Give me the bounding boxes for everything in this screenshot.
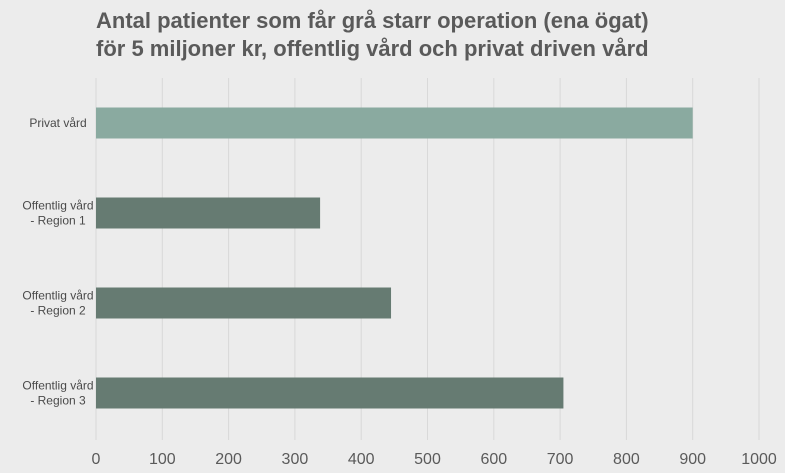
x-tick-label-500: 500 [414, 451, 441, 468]
bars [96, 107, 693, 409]
bar-3 [96, 287, 392, 319]
x-tick-label-300: 300 [282, 451, 309, 468]
bar-4 [96, 377, 564, 409]
bar-2 [96, 197, 321, 229]
bar-1 [96, 107, 693, 139]
category-label-2-line-1: Offentlig vård [22, 199, 93, 213]
x-tick-label-600: 600 [480, 451, 507, 468]
category-label-3: Offentlig vård - Region 2 [22, 289, 93, 318]
category-label-2-line-2: - Region 1 [30, 214, 86, 228]
chart-title-line-1: Antal patienter som får grå starr operat… [96, 8, 649, 33]
chart-title-line-2: för 5 miljoner kr, offentlig vård och pr… [96, 36, 649, 61]
x-tick-label-1000: 1000 [741, 451, 777, 468]
category-label-4: Offentlig vård - Region 3 [22, 379, 93, 408]
x-tick-label-800: 800 [613, 451, 640, 468]
category-label-4-line-1: Offentlig vård [22, 379, 93, 393]
x-tick-label-0: 0 [92, 451, 101, 468]
category-label-3-line-1: Offentlig vård [22, 289, 93, 303]
category-label-4-line-2: - Region 3 [30, 394, 86, 408]
category-label-2: Offentlig vård - Region 1 [22, 199, 93, 228]
x-tick-label-700: 700 [547, 451, 574, 468]
x-tick-label-100: 100 [149, 451, 176, 468]
chart-title: Antal patienter som får grå starr operat… [96, 7, 649, 63]
x-tick-labels: 0 100 200 300 400 500 600 700 800 900 1000 [92, 451, 777, 468]
x-tick-label-900: 900 [679, 451, 706, 468]
x-tick-label-400: 400 [348, 451, 375, 468]
x-tick-label-200: 200 [215, 451, 242, 468]
category-label-1: Privat vård [29, 116, 86, 130]
category-label-3-line-2: - Region 2 [30, 304, 86, 318]
category-label-1-line-1: Privat vård [29, 116, 86, 130]
